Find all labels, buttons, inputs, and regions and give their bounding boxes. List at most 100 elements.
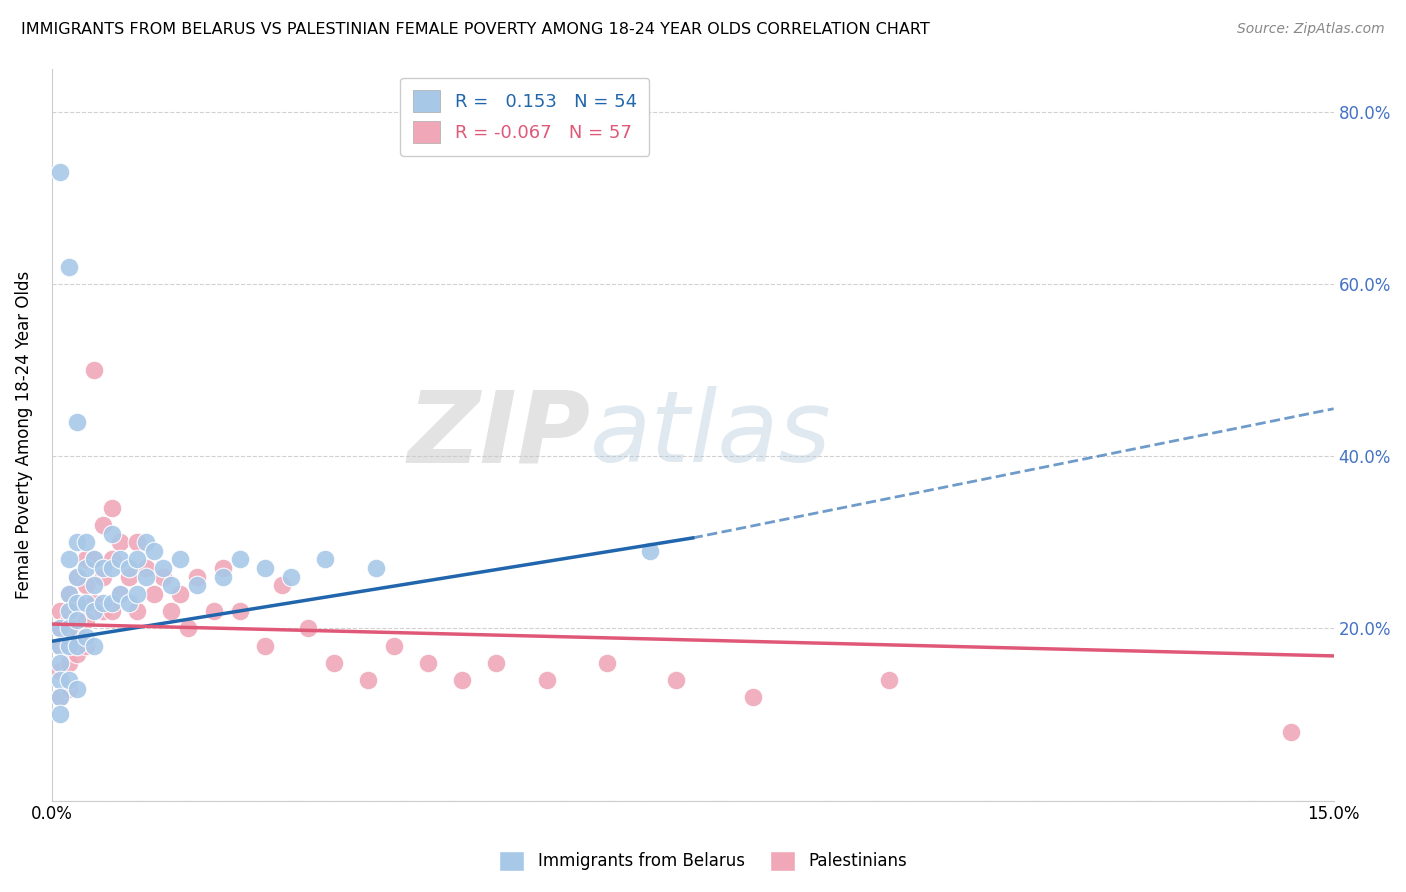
Point bbox=[75, 561, 97, 575]
Point bbox=[100, 552, 122, 566]
Point bbox=[229, 552, 252, 566]
Point bbox=[75, 613, 97, 627]
Point bbox=[58, 604, 80, 618]
Point bbox=[366, 561, 388, 575]
Point bbox=[108, 587, 131, 601]
Point bbox=[100, 526, 122, 541]
Point bbox=[49, 707, 72, 722]
Text: IMMIGRANTS FROM BELARUS VS PALESTINIAN FEMALE POVERTY AMONG 18-24 YEAR OLDS CORR: IMMIGRANTS FROM BELARUS VS PALESTINIAN F… bbox=[21, 22, 929, 37]
Text: atlas: atlas bbox=[591, 386, 832, 483]
Point bbox=[271, 578, 294, 592]
Point bbox=[596, 656, 619, 670]
Point bbox=[135, 535, 157, 549]
Point bbox=[58, 656, 80, 670]
Point bbox=[91, 561, 114, 575]
Point bbox=[202, 604, 225, 618]
Point bbox=[75, 630, 97, 644]
Point bbox=[152, 561, 174, 575]
Point bbox=[58, 681, 80, 696]
Point bbox=[100, 561, 122, 575]
Point bbox=[75, 639, 97, 653]
Point bbox=[49, 165, 72, 179]
Point bbox=[143, 587, 166, 601]
Point bbox=[66, 681, 89, 696]
Text: ZIP: ZIP bbox=[408, 386, 591, 483]
Legend: R =   0.153   N = 54, R = -0.067   N = 57: R = 0.153 N = 54, R = -0.067 N = 57 bbox=[401, 78, 650, 156]
Point bbox=[66, 647, 89, 661]
Point bbox=[75, 578, 97, 592]
Point bbox=[100, 604, 122, 618]
Point bbox=[66, 604, 89, 618]
Point bbox=[83, 578, 105, 592]
Point bbox=[665, 673, 688, 687]
Point bbox=[49, 673, 72, 687]
Legend: Immigrants from Belarus, Palestinians: Immigrants from Belarus, Palestinians bbox=[491, 842, 915, 880]
Point bbox=[143, 544, 166, 558]
Point bbox=[66, 595, 89, 609]
Point bbox=[58, 552, 80, 566]
Point bbox=[254, 639, 277, 653]
Point bbox=[58, 621, 80, 635]
Point bbox=[160, 578, 183, 592]
Point bbox=[108, 552, 131, 566]
Point bbox=[49, 604, 72, 618]
Point bbox=[135, 561, 157, 575]
Point bbox=[91, 595, 114, 609]
Point bbox=[485, 656, 508, 670]
Point bbox=[118, 595, 141, 609]
Point bbox=[83, 604, 105, 618]
Point bbox=[66, 613, 89, 627]
Point bbox=[75, 595, 97, 609]
Point bbox=[638, 544, 661, 558]
Point bbox=[186, 570, 208, 584]
Point bbox=[280, 570, 302, 584]
Point bbox=[66, 415, 89, 429]
Point bbox=[49, 621, 72, 635]
Point bbox=[254, 561, 277, 575]
Point bbox=[186, 578, 208, 592]
Point bbox=[314, 552, 336, 566]
Point bbox=[177, 621, 200, 635]
Point bbox=[877, 673, 900, 687]
Point bbox=[75, 552, 97, 566]
Point bbox=[58, 630, 80, 644]
Point bbox=[741, 690, 763, 705]
Point bbox=[91, 518, 114, 533]
Point bbox=[49, 656, 72, 670]
Point bbox=[58, 587, 80, 601]
Point bbox=[118, 561, 141, 575]
Point bbox=[66, 535, 89, 549]
Point bbox=[49, 690, 72, 705]
Point bbox=[66, 570, 89, 584]
Point bbox=[169, 587, 191, 601]
Point bbox=[83, 595, 105, 609]
Point bbox=[169, 552, 191, 566]
Point bbox=[152, 570, 174, 584]
Point bbox=[66, 570, 89, 584]
Point bbox=[211, 570, 233, 584]
Point bbox=[100, 595, 122, 609]
Point bbox=[229, 604, 252, 618]
Point bbox=[322, 656, 344, 670]
Point bbox=[58, 673, 80, 687]
Point bbox=[91, 604, 114, 618]
Point bbox=[135, 570, 157, 584]
Text: Source: ZipAtlas.com: Source: ZipAtlas.com bbox=[1237, 22, 1385, 37]
Point bbox=[83, 363, 105, 377]
Point bbox=[49, 639, 72, 653]
Point bbox=[58, 639, 80, 653]
Point bbox=[91, 570, 114, 584]
Point bbox=[58, 260, 80, 274]
Point bbox=[108, 535, 131, 549]
Point bbox=[49, 621, 72, 635]
Point bbox=[49, 665, 72, 679]
Point bbox=[127, 587, 149, 601]
Point bbox=[108, 587, 131, 601]
Point bbox=[1279, 724, 1302, 739]
Point bbox=[75, 535, 97, 549]
Point bbox=[451, 673, 474, 687]
Point bbox=[127, 535, 149, 549]
Point bbox=[357, 673, 380, 687]
Point bbox=[118, 570, 141, 584]
Point bbox=[83, 552, 105, 566]
